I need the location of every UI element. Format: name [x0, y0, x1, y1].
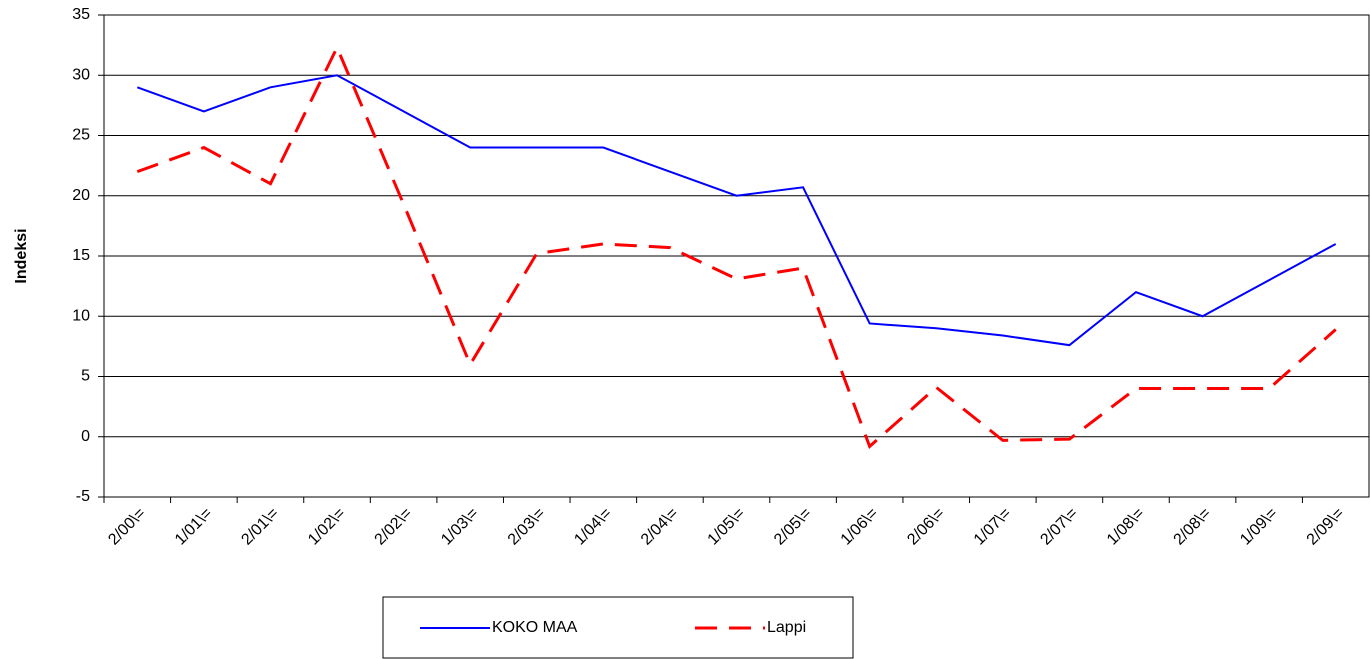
x-tick-label: 2/00\=	[105, 505, 149, 549]
x-tick-label: 2/01\=	[238, 505, 282, 549]
x-tick-label: 2/06\=	[904, 505, 948, 549]
x-tick-label: 1/02\=	[305, 505, 349, 549]
series-line	[136, 43, 1337, 449]
x-tick-label: 2/05\=	[771, 505, 815, 549]
x-tick-label: 2/08\=	[1171, 505, 1215, 549]
x-tick-label: 2/07\=	[1037, 505, 1081, 549]
legend-label: Lappi	[767, 619, 806, 636]
x-tick-label: 2/04\=	[638, 505, 682, 549]
y-tick-label: 25	[72, 127, 90, 144]
y-tick-label: 35	[72, 6, 90, 23]
legend-label: KOKO MAA	[492, 619, 578, 636]
x-tick-label: 1/06\=	[838, 505, 882, 549]
y-tick-label: 5	[81, 368, 90, 385]
x-tick-label: 2/02\=	[372, 505, 416, 549]
y-tick-label: 15	[72, 247, 90, 264]
x-tick-label: 1/01\=	[172, 505, 216, 549]
x-tick-label: 1/08\=	[1104, 505, 1148, 549]
series-line	[136, 74, 1337, 347]
x-tick-label: 2/09\=	[1304, 505, 1348, 549]
x-tick-label: 1/04\=	[571, 505, 615, 549]
y-tick-label: 10	[72, 307, 90, 324]
y-tick-label: 30	[72, 66, 90, 83]
x-tick-label: 2/03\=	[505, 505, 549, 549]
x-tick-label: 1/09\=	[1237, 505, 1281, 549]
x-tick-label: 1/07\=	[971, 505, 1015, 549]
x-tick-label: 1/03\=	[438, 505, 482, 549]
y-tick-label: 0	[81, 428, 90, 445]
y-tick-label: 20	[72, 187, 90, 204]
y-axis-label: Indeksi	[13, 228, 30, 283]
plot-frame	[103, 14, 1370, 498]
x-tick-label: 1/05\=	[705, 505, 749, 549]
y-tick-label: -5	[76, 488, 90, 505]
